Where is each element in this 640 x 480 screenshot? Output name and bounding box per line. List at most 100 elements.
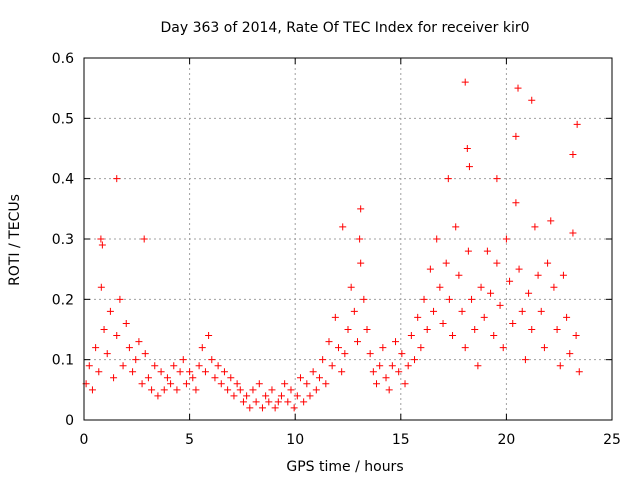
data-point [303, 380, 311, 388]
data-point [354, 338, 362, 346]
data-point [487, 289, 495, 297]
data-point [151, 362, 159, 370]
data-point [563, 313, 571, 321]
data-point [423, 326, 431, 333]
data-point [211, 374, 219, 382]
data-point [239, 398, 247, 406]
data-point [569, 151, 577, 159]
data-point [430, 307, 438, 315]
data-point [88, 386, 96, 394]
data-point [514, 84, 522, 92]
y-tick-label: 0.6 [52, 51, 74, 67]
data-point [411, 356, 419, 364]
data-point [468, 295, 476, 303]
data-point [217, 380, 225, 388]
data-point [341, 350, 349, 358]
data-point [445, 295, 453, 303]
data-point [471, 326, 479, 333]
data-points-layer [82, 78, 583, 412]
data-point [274, 398, 282, 406]
data-point [509, 319, 517, 327]
y-tick-label: 0.1 [52, 353, 74, 369]
data-point [201, 368, 209, 376]
data-point [306, 392, 314, 400]
data-point [395, 368, 403, 376]
data-point [506, 277, 514, 285]
data-point [296, 374, 304, 382]
data-point [163, 374, 171, 382]
data-point [480, 313, 488, 321]
data-point [195, 362, 203, 370]
data-point [525, 289, 533, 297]
data-point [268, 386, 276, 394]
y-tick-label: 0.5 [52, 111, 74, 127]
data-point [319, 356, 327, 364]
data-point [444, 175, 452, 183]
x-tick-label: 15 [392, 432, 410, 448]
y-tick-label: 0 [65, 413, 74, 429]
data-point [540, 344, 548, 352]
plot-frame [83, 57, 613, 421]
data-point [356, 235, 364, 243]
data-point [233, 380, 241, 388]
data-point [357, 259, 365, 267]
y-tick-label: 0.2 [52, 292, 74, 308]
data-point [360, 295, 368, 303]
data-point [347, 283, 355, 291]
data-point [125, 344, 133, 352]
x-tick-label: 10 [286, 432, 304, 448]
data-point [281, 380, 289, 388]
data-point [344, 326, 352, 333]
data-point [414, 313, 422, 321]
data-point [290, 404, 298, 412]
data-point [544, 259, 552, 267]
data-point [138, 380, 146, 388]
data-point [116, 295, 124, 303]
x-axis-label: GPS time / hours [286, 459, 403, 475]
data-point [287, 386, 295, 394]
data-point [106, 307, 114, 315]
data-point [243, 392, 251, 400]
data-point [255, 380, 263, 388]
data-point [483, 247, 491, 255]
data-point [477, 283, 485, 291]
data-point [452, 223, 460, 231]
data-point [284, 398, 292, 406]
data-point [119, 362, 127, 370]
data-point [208, 356, 216, 364]
data-point [458, 307, 466, 315]
data-point [97, 283, 105, 291]
data-point [157, 368, 165, 376]
data-point [436, 283, 444, 291]
data-point [547, 217, 555, 225]
data-point [369, 368, 377, 376]
data-point [575, 368, 583, 376]
data-point [110, 374, 118, 382]
data-point [338, 368, 346, 376]
data-point [167, 380, 175, 388]
data-point [312, 386, 320, 394]
data-point [474, 362, 482, 370]
data-point [258, 404, 266, 412]
data-point [148, 386, 156, 394]
data-point [373, 380, 381, 388]
data-point [100, 326, 108, 333]
data-point [398, 350, 406, 358]
data-point [442, 259, 450, 267]
data-point [236, 386, 244, 394]
x-tick-label: 0 [80, 432, 89, 448]
y-tick-label: 0.3 [52, 232, 74, 248]
data-point [135, 338, 143, 346]
data-point [556, 362, 564, 370]
data-point [113, 175, 121, 183]
data-point [140, 235, 148, 243]
data-point [186, 368, 194, 376]
data-point [331, 313, 339, 321]
data-point [433, 235, 441, 243]
data-point [220, 368, 228, 376]
data-point [401, 380, 409, 388]
data-point [334, 344, 342, 352]
data-point [113, 332, 121, 340]
